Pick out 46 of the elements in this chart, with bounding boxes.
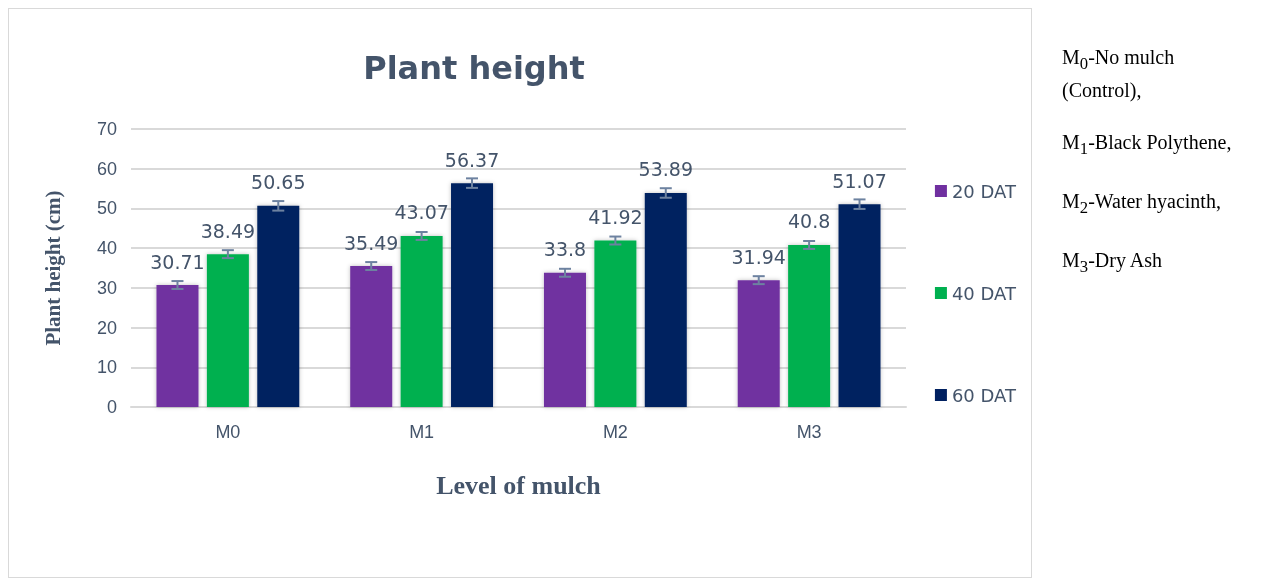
text: M$_{1}$-Black Polythene, <box>1062 130 1233 160</box>
bar <box>156 285 199 407</box>
bar <box>206 254 249 407</box>
y-tick-label: 20 <box>96 317 117 338</box>
bar <box>257 205 300 407</box>
y-tick-label: 40 <box>96 238 117 259</box>
y-tick-label: 10 <box>96 357 117 378</box>
bar <box>543 272 586 407</box>
y-tick-label: 30 <box>96 277 117 298</box>
data-label: 33.8 <box>543 238 587 261</box>
legend-label: 20 DAT <box>951 180 1017 202</box>
bar <box>400 235 443 407</box>
y-tick-label: 0 <box>106 397 117 417</box>
bar <box>644 192 687 407</box>
data-label: 50.65 <box>251 171 306 194</box>
data-label: 40.8 <box>787 210 831 233</box>
bar <box>594 240 637 407</box>
data-label: 41.92 <box>588 206 643 229</box>
data-label: 35.49 <box>344 231 399 254</box>
x-tick-label: M0 <box>215 422 241 442</box>
bar <box>350 266 393 407</box>
legend-label: 60 DAT <box>951 384 1017 406</box>
x-tick-label: M1 <box>409 422 435 442</box>
legend-label: 40 DAT <box>951 282 1017 304</box>
bar <box>451 183 494 407</box>
text: M$_{3}$-Dry Ash <box>1062 248 1163 278</box>
data-label: 51.07 <box>832 169 887 192</box>
data-label: 56.37 <box>444 148 500 171</box>
data-label: 31.94 <box>731 245 786 268</box>
data-label: 53.89 <box>638 158 693 181</box>
text: M$_{0}$-No mulch (Control), <box>1062 45 1176 103</box>
x-tick-label: M2 <box>602 422 628 442</box>
data-label: 38.49 <box>200 219 256 242</box>
y-tick-label: 60 <box>96 158 117 179</box>
text: M$_{2}$-Water hyacinth, <box>1062 189 1222 219</box>
bar <box>788 244 831 407</box>
y-tick-label: 50 <box>96 198 117 219</box>
bar <box>838 204 881 407</box>
data-label: 43.07 <box>394 201 449 224</box>
bar <box>737 280 780 407</box>
y-axis-title: Plant height (cm) <box>40 190 65 346</box>
data-label: 30.71 <box>150 250 205 273</box>
chart-title: Plant height <box>363 49 585 87</box>
x-tick-label: M3 <box>796 422 822 442</box>
y-tick-label: 70 <box>96 119 117 139</box>
x-axis-title: Level of mulch <box>436 470 602 500</box>
